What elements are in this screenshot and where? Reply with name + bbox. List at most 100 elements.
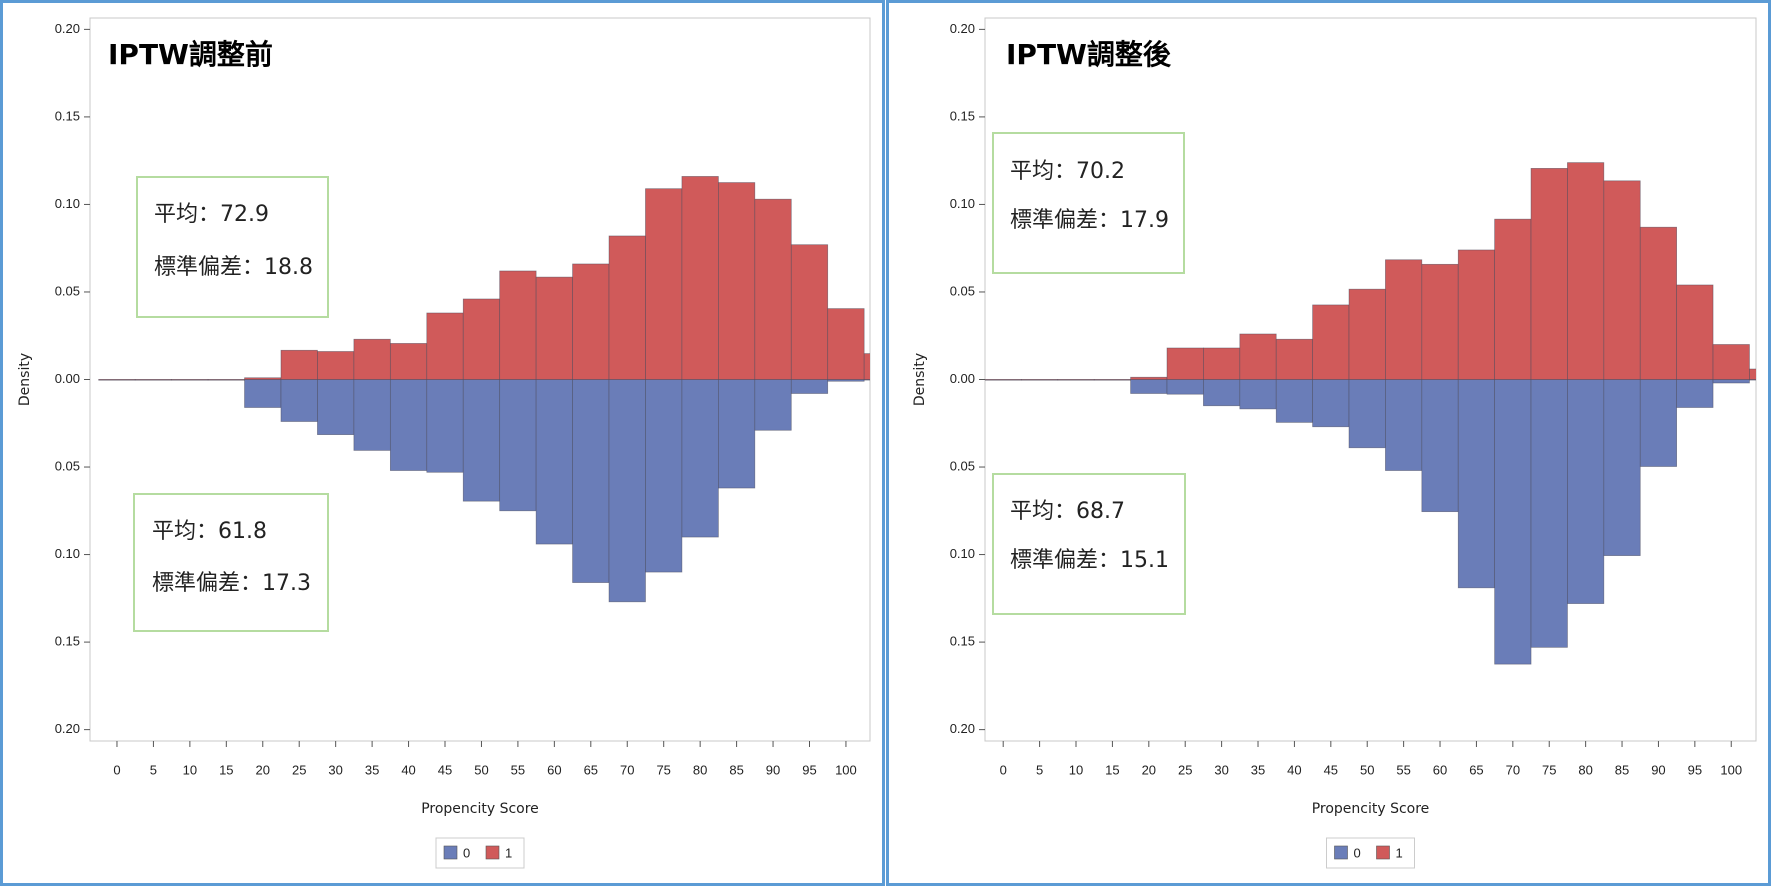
- bar: [1312, 304, 1350, 380]
- bar: [280, 349, 318, 380]
- x-tick-label: 95: [802, 762, 816, 777]
- y-axis-label: Density: [912, 353, 928, 406]
- bar: [985, 379, 1022, 381]
- bar: [718, 379, 756, 489]
- bar: [1712, 379, 1750, 384]
- bar: [1676, 284, 1714, 380]
- x-tick-label: 25: [1178, 762, 1192, 777]
- x-axis-label: Propencity Score: [1312, 801, 1430, 817]
- legend-label: 1: [505, 845, 512, 860]
- annotation-text: 平均：70.2: [1010, 159, 1125, 184]
- bar: [1421, 379, 1459, 513]
- annotation-text: 平均：61.8: [152, 519, 267, 544]
- annotation-box: [133, 493, 329, 632]
- x-tick-label: 85: [729, 762, 743, 777]
- bar: [1239, 333, 1277, 380]
- bar: [134, 379, 172, 381]
- x-tick-label: 5: [1036, 762, 1043, 777]
- chart-title: IPTW調整後: [1006, 38, 1172, 71]
- bar: [1166, 347, 1204, 380]
- chart-title: IPTW調整前: [108, 38, 273, 71]
- x-tick-label: 80: [1578, 762, 1592, 777]
- bar: [645, 188, 683, 380]
- x-tick-label: 90: [1651, 762, 1665, 777]
- bars: [98, 176, 870, 603]
- bar: [1530, 379, 1568, 648]
- x-tick-label: 20: [256, 762, 270, 777]
- bar: [1057, 379, 1095, 381]
- legend-swatch: [1334, 845, 1348, 860]
- bar: [1348, 288, 1386, 380]
- y-tick-label: 0.00: [55, 371, 80, 386]
- bar: [1348, 379, 1386, 449]
- bar: [1567, 379, 1605, 604]
- x-tick-label: 90: [766, 762, 780, 777]
- bar: [353, 379, 391, 451]
- x-tick-label: 100: [835, 762, 857, 777]
- bar: [1603, 379, 1641, 556]
- legend-label: 0: [463, 845, 470, 860]
- x-tick-label: 40: [401, 762, 415, 777]
- x-tick-label: 15: [219, 762, 233, 777]
- annotation-box: [136, 176, 329, 318]
- y-tick-label: 0.10: [55, 196, 80, 211]
- bar: [1312, 379, 1350, 428]
- y-tick-label: 0.05: [950, 283, 975, 298]
- x-tick-label: 95: [1688, 762, 1702, 777]
- y-tick-label: 0.15: [950, 634, 975, 649]
- bar: [572, 263, 610, 380]
- bar: [1676, 379, 1714, 408]
- annotation-text: 平均：72.9: [154, 202, 269, 227]
- bar: [1275, 379, 1313, 423]
- bar: [1494, 218, 1532, 380]
- x-tick-label: 25: [292, 762, 306, 777]
- bar: [1494, 379, 1532, 665]
- bar: [244, 379, 282, 408]
- bar: [98, 379, 136, 381]
- bar: [1749, 368, 1756, 380]
- x-tick-label: 75: [656, 762, 670, 777]
- legend-swatch: [443, 845, 458, 860]
- x-tick-label: 55: [511, 762, 525, 777]
- x-tick-label: 40: [1287, 762, 1301, 777]
- bar: [1203, 379, 1241, 407]
- x-tick-label: 45: [438, 762, 452, 777]
- x-tick-label: 0: [1000, 762, 1007, 777]
- y-tick-label: 0.15: [55, 634, 80, 649]
- y-axis-label: Density: [17, 353, 33, 406]
- x-tick-label: 30: [328, 762, 342, 777]
- bar: [1130, 379, 1168, 394]
- bar: [535, 276, 573, 380]
- bar: [608, 379, 646, 603]
- bar: [754, 379, 792, 431]
- x-tick-label: 80: [693, 762, 707, 777]
- y-tick-label: 0.05: [55, 283, 80, 298]
- bar: [608, 235, 646, 380]
- legend-swatch: [485, 845, 500, 860]
- x-tick-label: 10: [1069, 762, 1083, 777]
- bar: [244, 377, 282, 380]
- bar: [572, 379, 610, 583]
- bar: [754, 198, 792, 380]
- y-tick-label: 0.20: [950, 21, 975, 36]
- y-tick-label: 0.10: [55, 546, 80, 561]
- bar: [790, 244, 829, 380]
- x-tick-label: 10: [183, 762, 197, 777]
- bar: [1567, 162, 1605, 380]
- legend-label: 0: [1354, 845, 1361, 860]
- y-tick-label: 0.20: [55, 21, 80, 36]
- legend-frame: [435, 837, 525, 869]
- bar: [280, 379, 318, 422]
- x-tick-label: 0: [113, 762, 120, 777]
- annotation-text: 平均：68.7: [1010, 499, 1125, 524]
- bar: [1021, 379, 1059, 381]
- bar: [426, 312, 464, 380]
- bars: [985, 162, 1756, 665]
- bar: [462, 379, 501, 502]
- bar: [462, 298, 501, 380]
- x-tick-label: 70: [620, 762, 634, 777]
- x-tick-label: 45: [1324, 762, 1338, 777]
- x-tick-label: 60: [547, 762, 561, 777]
- annotation-text: 標準偏差：18.8: [154, 255, 313, 280]
